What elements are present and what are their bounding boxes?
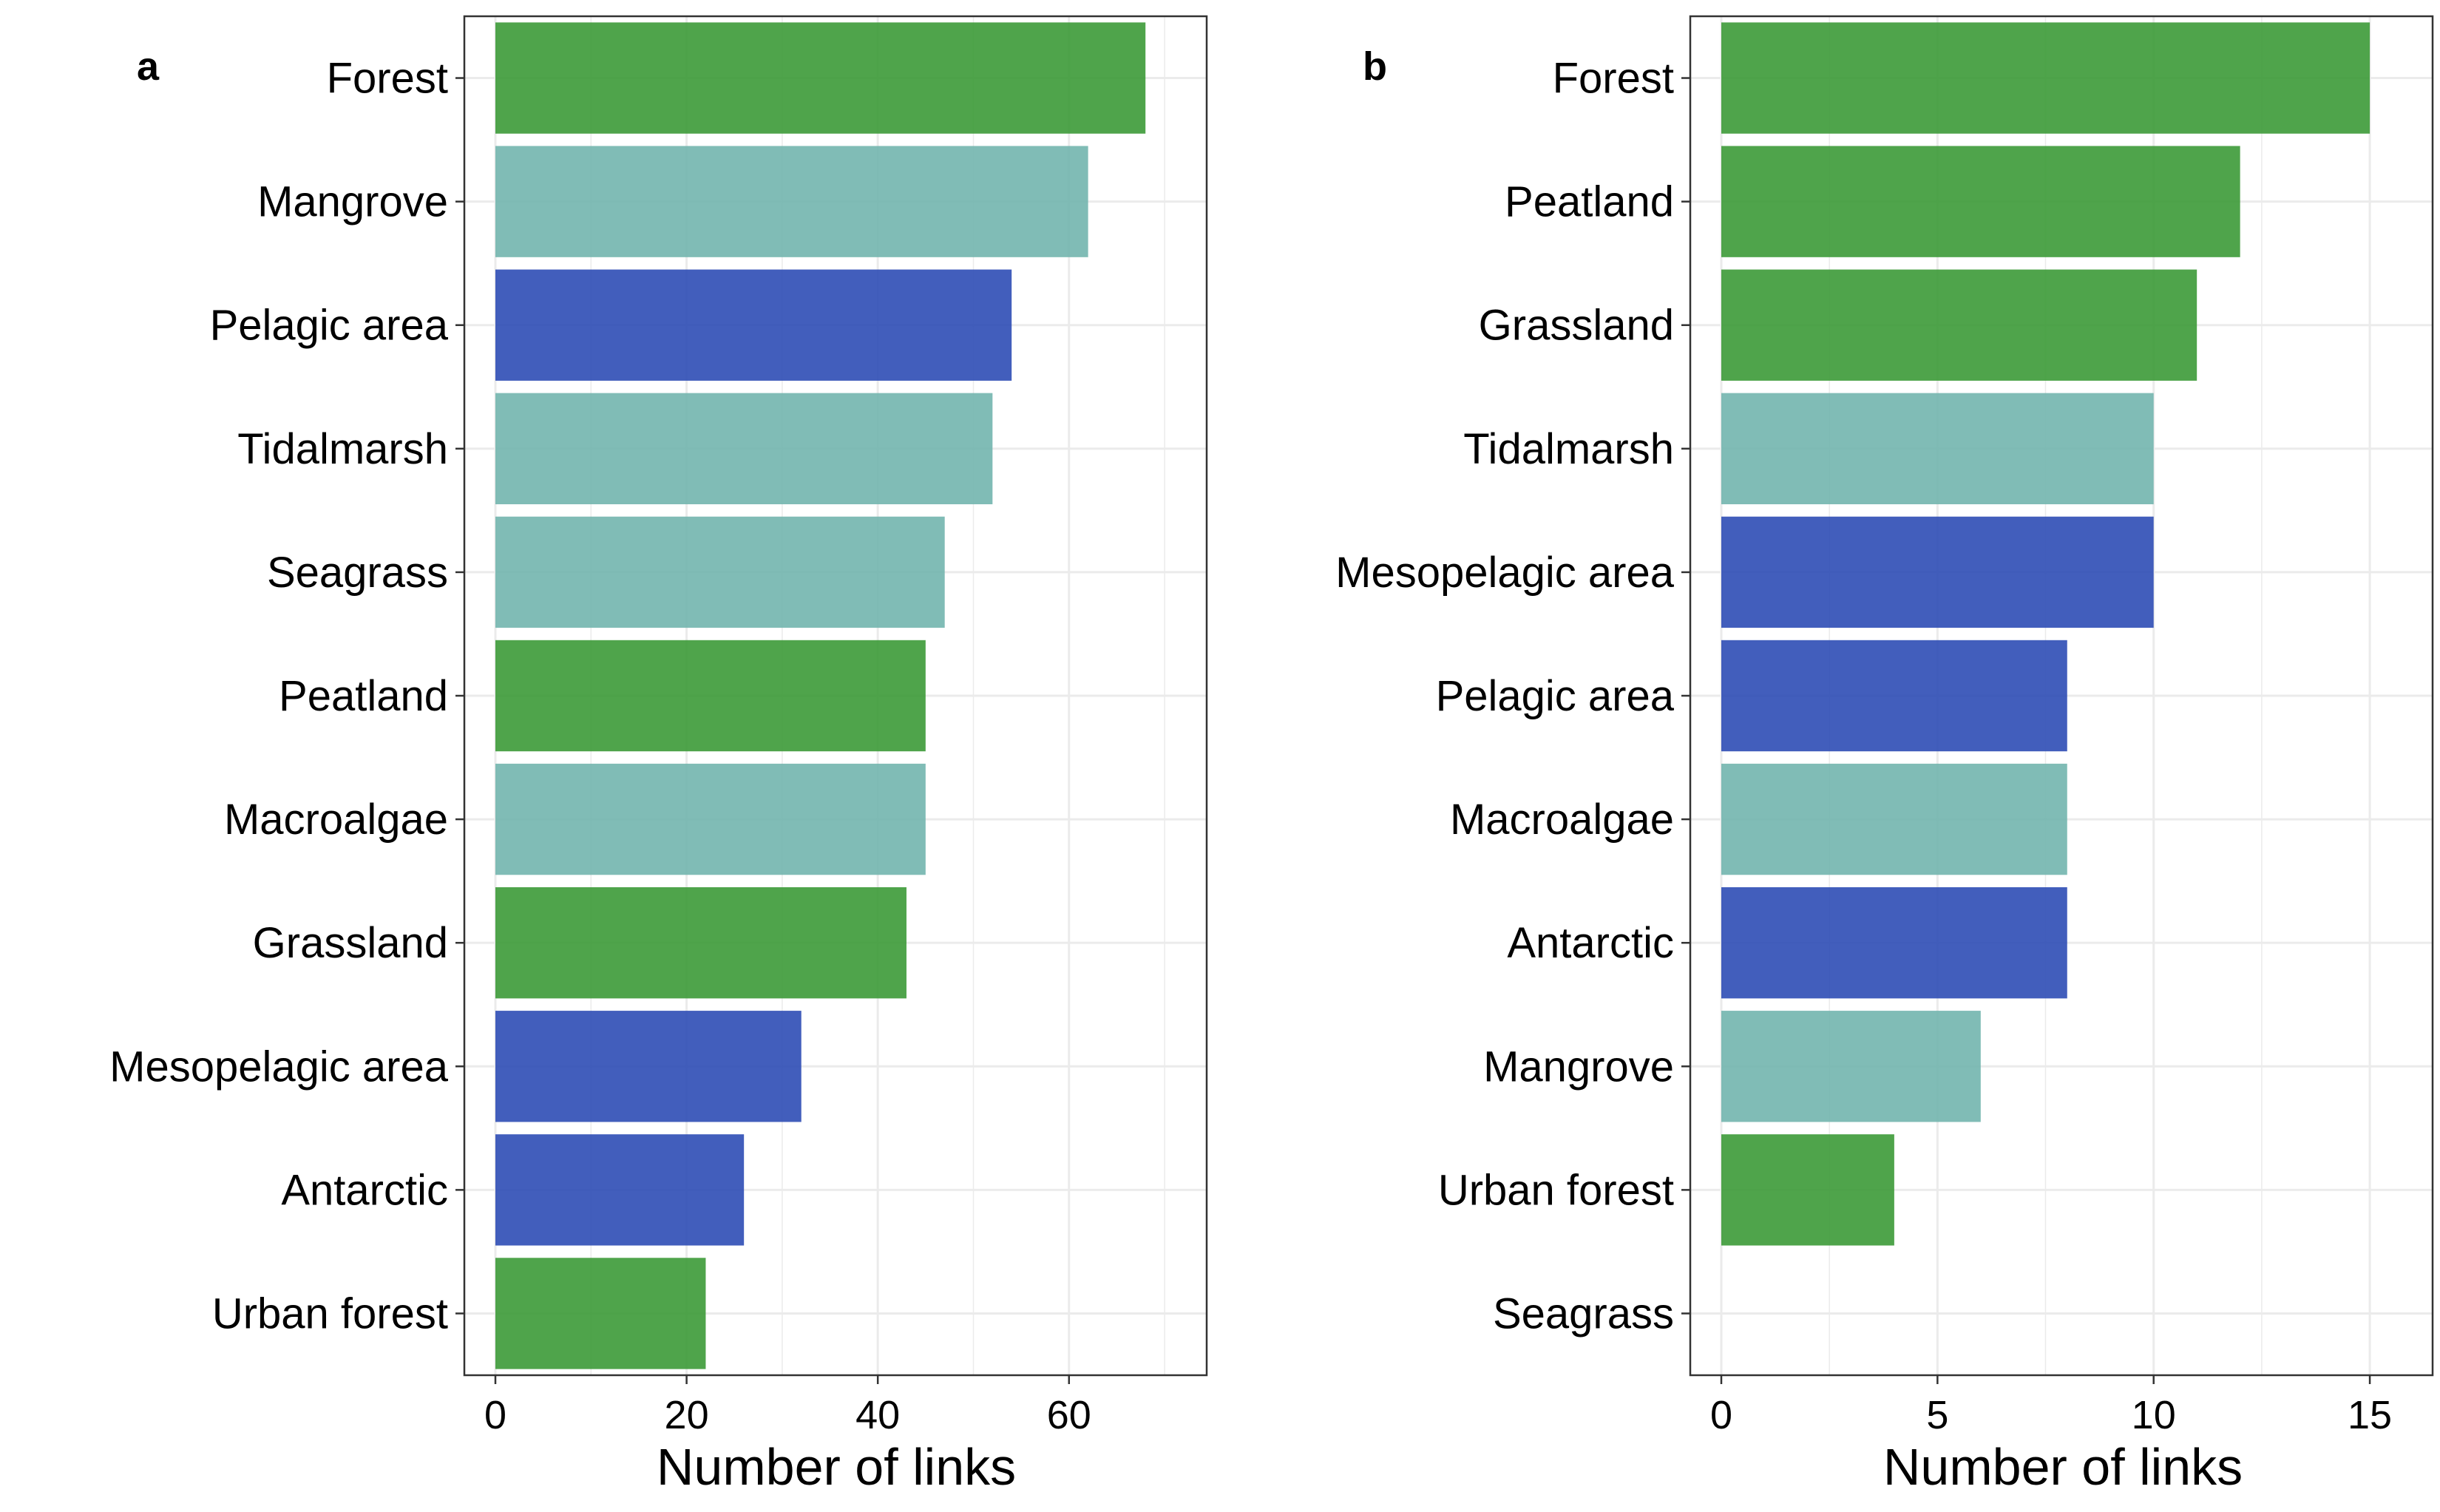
panel-b-category-label: Tidalmarsh (1463, 425, 1674, 473)
panel-b: b Number of links Forest Peatland Grasslan… (1335, 15, 2434, 1496)
panel-b-bar-tidalmarsh (1721, 393, 2154, 505)
panel-b-x-tick-label: 10 (2132, 1393, 2176, 1437)
panel-b-category-label: Peatland (1505, 178, 1674, 226)
panel-a-bar-peatland (495, 640, 926, 752)
panel-b-bar-pelagic-area (1721, 640, 2067, 752)
panel-a-bar-urban-forest (495, 1258, 706, 1369)
panel-b-bar-mesopelagic-area (1721, 516, 2154, 628)
panel-a-bar-tidalmarsh (495, 393, 993, 505)
panel-a-bars (495, 22, 1146, 1369)
panel-a-bar-macroalgae (495, 763, 926, 875)
panel-a-category-label: Urban forest (212, 1289, 448, 1338)
panel-a-x-tick-label: 20 (665, 1393, 709, 1437)
panel-a-x-axis: 0 20 40 60 (484, 1375, 1091, 1437)
panel-a-x-tick-label: 60 (1047, 1393, 1091, 1437)
panel-a-category-label: Pelagic area (210, 302, 449, 350)
panel-b-y-axis: Forest Peatland Grassland Tidalmarsh Mesopel… (1335, 55, 1690, 1338)
panel-b-bar-urban-forest (1721, 1134, 1894, 1246)
panel-b-x-axis-title: Number of links (1883, 1438, 2243, 1496)
panel-b-x-tick-label: 5 (1926, 1393, 1948, 1437)
panel-b-x-axis: 0 5 10 15 (1710, 1375, 2392, 1437)
panel-b-category-label: Seagrass (1493, 1289, 1674, 1338)
panel-a-category-label: Macroalgae (224, 796, 448, 844)
panel-a-x-tick-label: 40 (855, 1393, 900, 1437)
panel-a: a Number of links Forest Mangrove Pelagic … (109, 15, 1208, 1496)
panel-b-category-label: Urban forest (1438, 1166, 1674, 1214)
panel-a-bar-antarctic (495, 1134, 745, 1246)
panel-b-bar-grassland (1721, 269, 2197, 381)
panel-a-category-label: Mangrove (257, 178, 448, 226)
panel-a-category-label: Seagrass (267, 549, 448, 597)
panel-a-category-label: Peatland (279, 672, 448, 720)
panel-b-x-tick-label: 15 (2348, 1393, 2392, 1437)
panel-a-category-label: Forest (327, 55, 448, 103)
panel-a-x-tick-label: 0 (484, 1393, 506, 1437)
panel-b-bars (1721, 22, 2370, 1246)
panel-a-bar-mesopelagic-area (495, 1011, 802, 1122)
panel-a-y-axis: Forest Mangrove Pelagic area Tidalmarsh Seag… (109, 55, 464, 1338)
panel-b-bar-forest (1721, 22, 2370, 134)
panel-a-category-label: Tidalmarsh (237, 425, 448, 473)
panel-b-category-label: Macroalgae (1450, 796, 1674, 844)
panel-a-bar-pelagic-area (495, 269, 1012, 381)
panel-a-tag: a (137, 44, 160, 89)
panel-b-bar-mangrove (1721, 1011, 1981, 1122)
panel-a-bar-mangrove (495, 146, 1088, 257)
panel-b-category-label: Forest (1553, 55, 1674, 103)
panel-a-bar-forest (495, 22, 1146, 134)
panel-a-bar-seagrass (495, 516, 945, 628)
panel-a-x-axis-title: Number of links (657, 1438, 1016, 1496)
panel-b-bar-peatland (1721, 146, 2240, 257)
panel-b-category-label: Antarctic (1507, 919, 1674, 967)
panel-b-x-tick-label: 0 (1710, 1393, 1732, 1437)
panel-b-category-label: Grassland (1479, 302, 1674, 350)
panel-a-category-label: Antarctic (281, 1166, 448, 1214)
panel-b-bar-antarctic (1721, 886, 2067, 999)
panel-b-category-label: Pelagic area (1436, 672, 1675, 720)
panel-b-category-label: Mesopelagic area (1335, 549, 1675, 597)
panel-b-bar-macroalgae (1721, 763, 2067, 875)
panel-b-category-label: Mangrove (1483, 1043, 1674, 1091)
panel-a-bar-grassland (495, 886, 906, 999)
panel-a-category-label: Mesopelagic area (109, 1043, 449, 1091)
panel-b-tag: b (1363, 44, 1387, 89)
panel-a-category-label: Grassland (253, 919, 448, 967)
